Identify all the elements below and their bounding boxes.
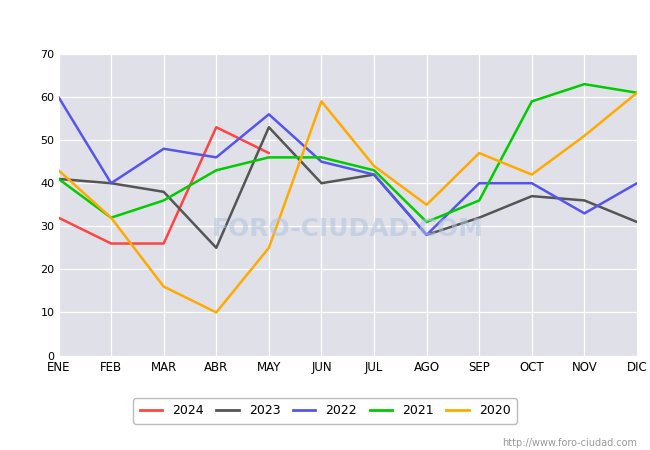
Text: FORO-CIUDAD.COM: FORO-CIUDAD.COM <box>212 217 484 241</box>
Text: http://www.foro-ciudad.com: http://www.foro-ciudad.com <box>502 438 637 448</box>
Text: Matriculaciones de Vehiculos en Lepe: Matriculaciones de Vehiculos en Lepe <box>161 16 489 34</box>
Legend: 2024, 2023, 2022, 2021, 2020: 2024, 2023, 2022, 2021, 2020 <box>133 398 517 423</box>
